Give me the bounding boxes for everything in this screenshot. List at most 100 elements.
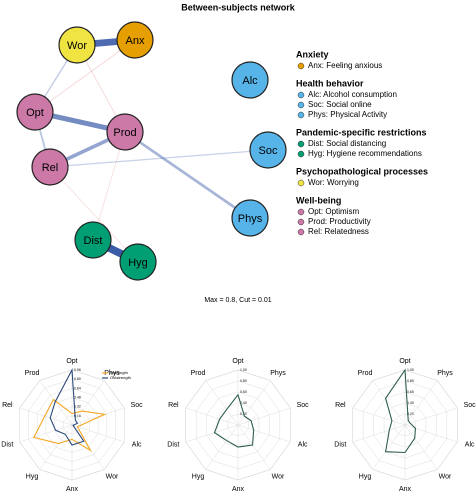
radar-series xyxy=(213,393,255,448)
r-tick-label: 1.00 xyxy=(407,368,414,372)
r-tick-label: 0.32 xyxy=(74,405,81,409)
node-label: Alc xyxy=(242,75,258,87)
category-label: Wor xyxy=(106,474,119,481)
spoke xyxy=(237,407,291,426)
category-label: Alc xyxy=(465,442,475,449)
category-label: Prod xyxy=(358,370,373,377)
legend-dot xyxy=(297,62,305,70)
node-label: Opt xyxy=(26,107,44,119)
node-label: Wor xyxy=(67,40,87,52)
legend-group: Well-being xyxy=(296,195,341,205)
legend-item: Soc: Social online xyxy=(308,100,372,109)
category-label: Prod xyxy=(25,370,40,377)
legend-item: Opt: Optimism xyxy=(308,207,359,216)
network-edge xyxy=(49,149,269,168)
r-tick-label: 0.40 xyxy=(240,401,247,405)
spoke xyxy=(185,424,239,443)
category-label: Wor xyxy=(439,474,452,481)
node-label: Anx xyxy=(126,35,145,47)
legend-dot xyxy=(297,140,305,148)
legend-group: Psychopathological processes xyxy=(296,166,428,176)
category-label: Opt xyxy=(66,358,77,365)
spoke xyxy=(352,407,406,426)
spoke xyxy=(205,424,239,470)
category-label: Dist xyxy=(1,442,13,449)
r-tick-label: 0.20 xyxy=(407,412,414,416)
spoke xyxy=(404,407,458,426)
spoke xyxy=(185,407,239,426)
category-label: Phys xyxy=(104,370,120,377)
spoke xyxy=(39,380,73,426)
category-label: Opt xyxy=(232,358,243,365)
legend-label: Outstrength xyxy=(110,375,131,380)
r-tick-label: 0.60 xyxy=(407,390,414,394)
network-node xyxy=(31,148,69,186)
radar-series xyxy=(49,368,85,446)
legend-dot xyxy=(297,179,305,187)
r-tick-label: 0.96 xyxy=(74,368,81,372)
legend-dot xyxy=(297,228,305,236)
category-label: Alc xyxy=(132,442,142,449)
category-label: Anx xyxy=(66,486,79,493)
r-tick-label: 0.80 xyxy=(240,379,247,383)
legend-item: Anx: Feeling anxious xyxy=(308,61,382,70)
legend-dot xyxy=(297,111,305,119)
category-label: Rel xyxy=(2,402,13,409)
category-label: Rel xyxy=(168,402,179,409)
category-label: Hyg xyxy=(192,474,205,481)
r-tick-label: 0.80 xyxy=(407,379,414,383)
category-label: Anx xyxy=(232,486,245,493)
network-node xyxy=(231,61,269,99)
spoke xyxy=(71,407,125,426)
network-node xyxy=(231,199,269,237)
category-label: Phys xyxy=(270,370,286,377)
category-label: Soc xyxy=(464,402,476,409)
network-node xyxy=(249,131,287,169)
legend-item: Hyg: Hygiene recommendations xyxy=(308,149,422,158)
network-node xyxy=(106,113,144,151)
network-edge xyxy=(124,130,251,220)
spoke xyxy=(237,424,271,470)
spoke xyxy=(237,424,291,443)
network-edge xyxy=(34,39,136,113)
r-tick-label: 0.40 xyxy=(407,401,414,405)
r-tick-label: 0.16 xyxy=(74,414,81,418)
spoke xyxy=(71,424,125,443)
node-label: Rel xyxy=(42,162,59,174)
legend-dot xyxy=(297,208,305,216)
legend-item: Rel: Relatedness xyxy=(308,227,369,236)
spoke xyxy=(71,380,105,426)
legend-item: Alc: Alcohol consumption xyxy=(308,90,397,99)
spoke xyxy=(237,380,271,426)
category-label: Soc xyxy=(297,402,310,409)
r-tick-label: 0.60 xyxy=(240,390,247,394)
legend-label: Instrength xyxy=(110,370,128,375)
legend-dot xyxy=(297,218,305,226)
legend-dot xyxy=(297,91,305,99)
network-edge xyxy=(49,166,139,263)
network-edge xyxy=(92,131,126,241)
legend-item: Phys: Physical Activity xyxy=(308,110,387,119)
spoke xyxy=(404,424,438,470)
r-tick-label: 0.48 xyxy=(74,395,81,399)
spoke xyxy=(39,424,73,470)
legend-dot xyxy=(297,101,305,109)
network-node xyxy=(119,243,157,281)
category-label: Dist xyxy=(167,442,179,449)
radar-series xyxy=(384,368,417,454)
category-label: Alc xyxy=(298,442,308,449)
category-label: Wor xyxy=(272,474,285,481)
node-label: Dist xyxy=(84,235,103,247)
spoke xyxy=(352,424,406,443)
legend-dot xyxy=(297,150,305,158)
r-tick-label: 0.64 xyxy=(74,386,81,390)
network-note: Max = 0.8, Cut = 0.01 xyxy=(204,297,271,304)
network-node xyxy=(58,26,96,64)
legend-group: Health behavior xyxy=(296,78,364,88)
spoke xyxy=(372,380,406,426)
spoke xyxy=(205,380,239,426)
spoke xyxy=(404,380,438,426)
spoke xyxy=(404,424,458,443)
category-label: Phys xyxy=(437,370,453,377)
